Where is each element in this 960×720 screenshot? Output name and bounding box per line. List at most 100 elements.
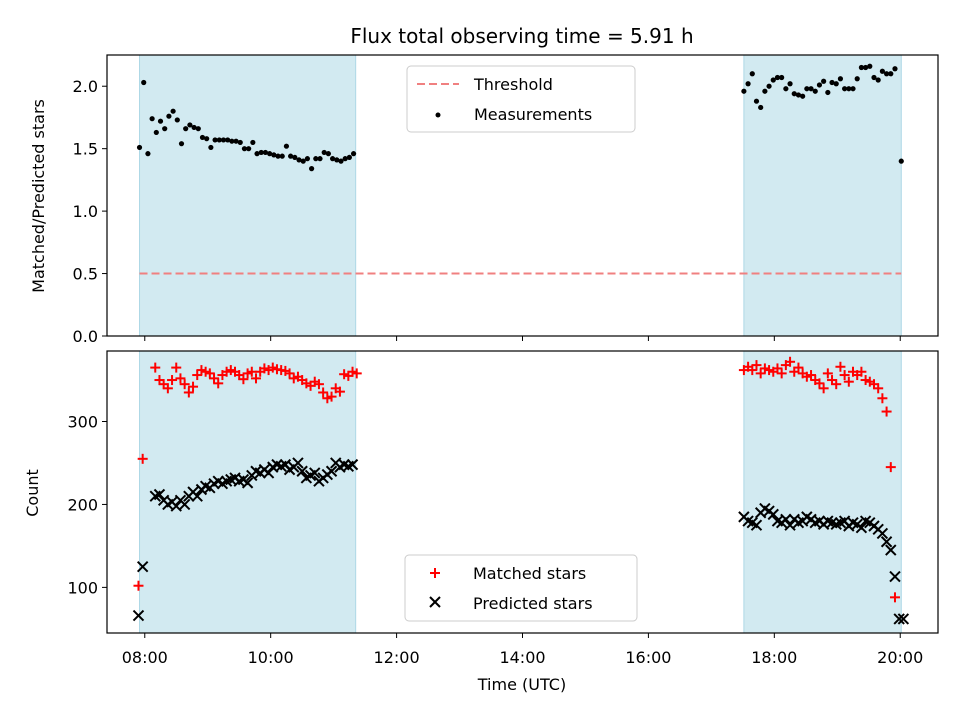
measurement-point [254, 151, 260, 157]
predicted-star-marker [136, 560, 149, 573]
y-tick-label: 1.5 [73, 140, 98, 159]
matched-star-marker [785, 356, 796, 367]
measurement-point [787, 81, 793, 87]
measurement-point [149, 116, 155, 122]
legend-measurements-swatch [435, 112, 441, 118]
measurement-point [766, 83, 772, 89]
top-x-axis-ticks [144, 336, 901, 341]
top-shaded-intervals [139, 54, 902, 337]
legend-matched-swatch [430, 568, 440, 578]
measurement-point [296, 157, 302, 163]
x-tick-label: 12:00 [374, 648, 420, 667]
matched-star-marker [889, 592, 900, 603]
matched-star-marker [818, 383, 829, 394]
y-tick-label: 200 [67, 495, 98, 514]
predicted-star-marker [893, 613, 905, 625]
measurement-point [858, 64, 865, 71]
x-tick-label: 10:00 [248, 648, 294, 667]
bottom-legend[interactable]: Matched stars Predicted stars [404, 554, 638, 622]
matched-star-marker [137, 453, 148, 464]
matched-star-marker [776, 368, 787, 379]
measurement-point [829, 79, 835, 86]
matched-star-marker [351, 368, 362, 379]
measurement-point [783, 86, 789, 92]
chart-title: Flux total observing time = 5.91 h [350, 24, 693, 48]
predicted-star-marker [170, 500, 182, 512]
measurement-point [867, 63, 873, 69]
measurement-point [292, 154, 298, 161]
measurement-point [313, 156, 319, 162]
predicted-star-marker [309, 467, 321, 479]
predicted-star-marker [767, 508, 779, 521]
matched-star-marker [822, 368, 833, 379]
predicted-star-marker [241, 477, 254, 489]
shaded-interval-1 [139, 54, 357, 337]
matched-star-marker [881, 406, 892, 417]
measurement-point [317, 156, 323, 162]
predicted-star-marker [889, 570, 901, 583]
bottom-y-axis-label: Count [23, 469, 42, 517]
measurement-point [237, 139, 243, 146]
shaded-interval-2 [743, 350, 902, 634]
measurement-point [191, 124, 197, 131]
measurement-point [821, 78, 827, 84]
measurement-point [762, 88, 768, 94]
measurement-point [854, 76, 860, 82]
measurement-point [233, 138, 239, 144]
top-legend-box [406, 65, 636, 133]
measurement-point [136, 144, 143, 151]
predicted-star-marker [346, 458, 359, 471]
measurement-point [875, 77, 881, 83]
matched-star-marker [751, 360, 762, 371]
legend-measurements-label: Measurements [474, 105, 592, 124]
measurement-point [745, 81, 751, 87]
measurement-point [837, 76, 844, 82]
measurement-point [791, 91, 797, 97]
bottom-y-axis: 100 200 300 [67, 413, 107, 597]
shaded-interval-2 [743, 54, 902, 337]
matched-star-marker [843, 376, 854, 387]
y-tick-label: 2.0 [73, 77, 98, 96]
predicted-star-marker [784, 519, 796, 531]
measurement-point [808, 86, 814, 92]
measurement-point [153, 129, 159, 136]
measurement-point [898, 158, 904, 164]
bottom-shaded-intervals [139, 350, 902, 634]
measurement-points [136, 63, 904, 172]
y-tick-label: 1.0 [73, 202, 98, 221]
measurement-point [321, 149, 327, 156]
predicted-star-marker [325, 465, 338, 477]
measurement-point [199, 134, 206, 141]
x-tick-label: 14:00 [499, 648, 545, 667]
measurement-point [749, 71, 755, 77]
predicted-stars-points [132, 457, 910, 625]
measurement-point [283, 143, 290, 149]
matched-star-marker [839, 370, 850, 381]
measurement-point [212, 137, 218, 143]
measurement-point [246, 146, 252, 152]
measurement-point [225, 137, 231, 143]
measurement-point [779, 74, 785, 81]
predicted-star-marker [262, 467, 275, 479]
top-legend[interactable]: Threshold Measurements [406, 65, 636, 133]
matched-star-marker [885, 462, 896, 473]
measurement-point [183, 126, 189, 132]
x-tick-label: 20:00 [877, 648, 923, 667]
legend-predicted-label: Predicted stars [473, 594, 593, 613]
matched-star-marker [877, 393, 888, 404]
measurement-point [879, 68, 885, 74]
measurement-point [157, 118, 164, 124]
matched-star-marker [150, 362, 161, 373]
y-tick-label: 300 [67, 413, 98, 432]
matched-star-marker [313, 379, 324, 390]
measurement-point [166, 113, 172, 119]
measurement-point [250, 139, 256, 146]
measurement-point [850, 86, 856, 92]
predicted-star-marker [880, 536, 893, 548]
y-tick-label: 0.0 [73, 327, 98, 346]
measurement-point [774, 74, 781, 81]
matched-star-marker [856, 366, 867, 377]
measurement-point [346, 154, 352, 161]
measurement-point [892, 66, 898, 72]
